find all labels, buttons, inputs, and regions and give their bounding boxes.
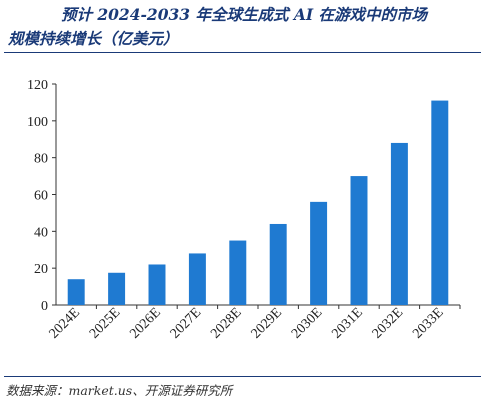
bar bbox=[188, 253, 206, 305]
source-note: 数据来源：market.us、开源证券研究所 bbox=[6, 383, 233, 398]
y-tick-label: 80 bbox=[34, 152, 48, 167]
x-tick-label: 2027E bbox=[168, 305, 204, 341]
footer-rule bbox=[4, 376, 481, 377]
y-tick-label: 40 bbox=[34, 225, 48, 240]
x-tick-label: 2032E bbox=[370, 305, 406, 341]
x-tick-label: 2031E bbox=[329, 305, 365, 341]
x-tick-label: 2028E bbox=[208, 305, 244, 341]
bar bbox=[148, 264, 166, 305]
bar bbox=[310, 201, 328, 305]
bar-chart: 0 20 40 60 80 100 120 2024E 2025E 2026E 2027E 2028E… bbox=[27, 78, 461, 342]
y-tick-label: 60 bbox=[34, 189, 48, 204]
header-rule bbox=[4, 52, 481, 53]
x-tick-label: 2030E bbox=[289, 305, 325, 341]
bar bbox=[269, 223, 287, 305]
x-tick-label: 2024E bbox=[47, 305, 83, 341]
x-tick-label: 2025E bbox=[87, 305, 123, 341]
x-tick-label: 2029E bbox=[249, 305, 285, 341]
chart-title-line-2: 规模持续增长（亿美元） bbox=[8, 29, 179, 48]
chart-title: 预计 2024-2033 年全球生成式 AI 在游戏中的市场 规模持续增长（亿美… bbox=[8, 3, 480, 51]
y-tick-label: 20 bbox=[34, 262, 48, 277]
y-tick-label: 120 bbox=[27, 78, 48, 93]
bar bbox=[431, 100, 449, 305]
bar bbox=[229, 240, 247, 305]
y-tick-label: 0 bbox=[41, 299, 48, 314]
y-tick-label: 100 bbox=[27, 115, 48, 130]
x-tick-label: 2033E bbox=[410, 305, 446, 341]
chart-title-line-1: 预计 2024-2033 年全球生成式 AI 在游戏中的市场 bbox=[60, 5, 428, 24]
bar bbox=[108, 272, 126, 305]
bar bbox=[67, 279, 85, 305]
x-tick-label: 2026E bbox=[127, 305, 163, 341]
bar bbox=[350, 176, 368, 305]
bar bbox=[390, 142, 408, 305]
